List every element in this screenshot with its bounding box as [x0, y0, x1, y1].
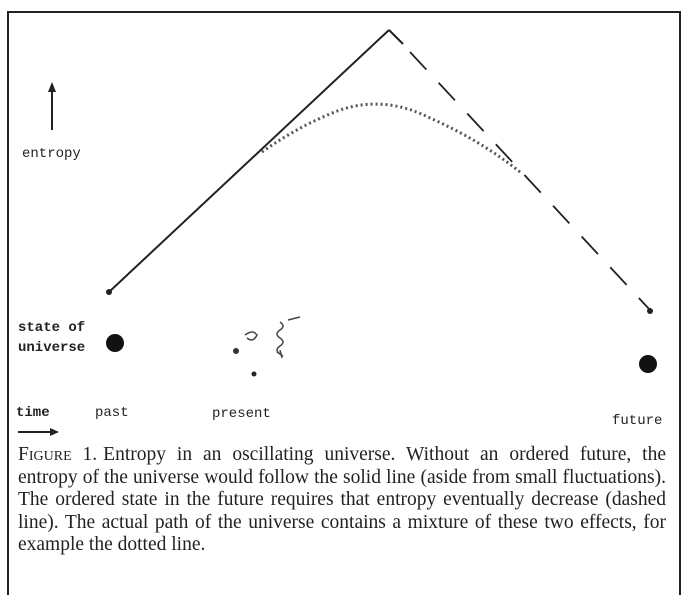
state-dot-future — [639, 355, 657, 373]
past-label: past — [95, 405, 129, 421]
solid-line — [108, 29, 390, 293]
start-point — [106, 289, 112, 295]
end-point — [647, 308, 653, 314]
present-scribbles — [244, 316, 301, 359]
present-blob — [233, 348, 239, 354]
time-arrowhead — [50, 428, 59, 436]
entropy-arrowhead — [48, 82, 56, 92]
time-label: time — [16, 405, 50, 421]
present-label: present — [212, 406, 271, 422]
state-label: state of — [18, 320, 85, 336]
caption: Figure 1. Entropy in an oscillating unive… — [18, 444, 666, 557]
present-blob — [251, 371, 257, 377]
caption-text: Entropy in an oscillating universe. With… — [18, 444, 666, 555]
solid-line-end — [388, 29, 404, 45]
dotted-line — [261, 102, 521, 174]
future-label: future — [612, 413, 662, 429]
dashed-line — [409, 51, 651, 311]
state-label: universe — [18, 340, 85, 356]
state-dot-past — [106, 334, 124, 352]
caption-label: Figure 1. — [18, 444, 98, 465]
entropy-label: entropy — [22, 146, 81, 162]
frame — [7, 11, 681, 595]
